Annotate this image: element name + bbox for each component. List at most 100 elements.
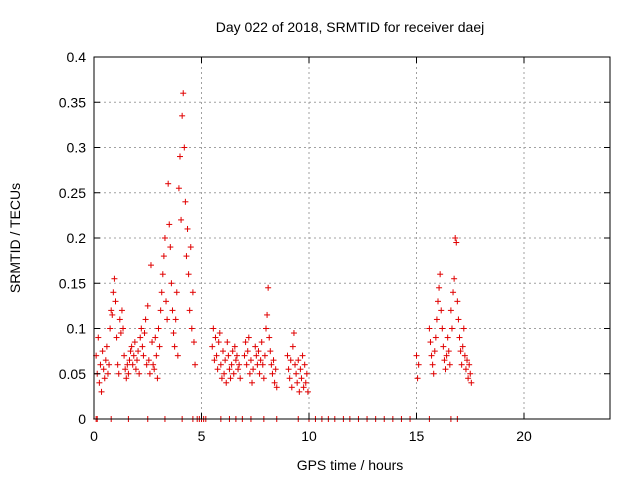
data-point: [115, 370, 122, 377]
data-point: [428, 352, 435, 359]
data-point: [267, 348, 274, 355]
data-point: [155, 325, 162, 332]
data-point: [190, 339, 197, 346]
data-point: [154, 375, 161, 382]
data-point: [218, 375, 225, 382]
data-point: [257, 357, 264, 364]
data-point: [260, 375, 267, 382]
data-point: [131, 339, 138, 346]
data-point: [432, 334, 439, 341]
data-point: [166, 221, 173, 228]
data-point: [444, 334, 451, 341]
y-tick-label: 0.3: [67, 140, 87, 156]
data-points: [93, 90, 475, 422]
data-point: [172, 316, 179, 323]
data-point: [292, 361, 299, 368]
data-point: [459, 343, 466, 350]
data-point: [236, 361, 243, 368]
x-tick-label: 10: [301, 428, 317, 444]
data-point: [437, 271, 444, 278]
data-point: [270, 357, 277, 364]
data-point: [284, 352, 291, 359]
data-point: [161, 235, 168, 241]
data-point: [136, 370, 143, 377]
data-point: [226, 366, 233, 373]
x-tick-label: 0: [90, 428, 98, 444]
data-point: [163, 298, 170, 305]
data-point: [429, 361, 436, 368]
data-point: [96, 379, 103, 386]
data-point: [130, 352, 137, 359]
data-point: [253, 352, 260, 359]
data-point: [106, 361, 113, 368]
data-point: [300, 384, 307, 391]
data-point: [217, 361, 224, 368]
data-point: [426, 325, 433, 332]
data-point: [151, 366, 158, 373]
data-point: [243, 361, 250, 368]
data-point: [128, 343, 135, 350]
data-point: [293, 370, 300, 377]
data-point: [95, 334, 102, 341]
data-point: [177, 153, 183, 160]
data-point: [261, 352, 268, 359]
data-point: [98, 388, 105, 395]
data-point: [439, 325, 446, 332]
grid-lines: [94, 57, 610, 419]
data-point: [441, 357, 448, 364]
data-point: [266, 334, 273, 341]
data-point: [168, 280, 175, 287]
data-point: [139, 343, 146, 350]
data-point: [153, 352, 160, 359]
data-point: [252, 343, 259, 350]
data-point: [157, 307, 164, 314]
data-point: [164, 316, 171, 323]
data-point: [241, 352, 248, 359]
data-point: [250, 366, 257, 373]
data-point: [97, 361, 104, 368]
data-point: [414, 375, 421, 382]
data-point: [457, 348, 464, 355]
chart-title: Day 022 of 2018, SRMTID for receiver dae…: [216, 19, 484, 35]
data-point: [249, 379, 256, 386]
data-point: [186, 307, 193, 314]
data-point: [271, 379, 278, 386]
axis-ticks: 0 0.05 0.1 0.15 0.2 0.25 0.3 0.35 0.4 0 5 10 15 20: [59, 49, 610, 444]
data-point: [144, 302, 151, 309]
data-point: [225, 352, 232, 359]
data-point: [118, 307, 125, 314]
data-point: [431, 348, 438, 355]
data-point: [100, 366, 107, 373]
data-point: [436, 284, 443, 291]
data-point: [462, 366, 469, 373]
data-point: [181, 144, 188, 151]
data-point: [268, 361, 275, 368]
data-point: [112, 298, 119, 305]
y-axis-label: SRMTID / TECUs: [7, 183, 23, 293]
data-point: [244, 348, 251, 355]
data-point: [295, 357, 302, 364]
data-point: [121, 352, 128, 359]
data-point: [138, 325, 145, 332]
data-point: [192, 361, 199, 368]
data-point: [259, 361, 266, 368]
data-point: [227, 375, 234, 382]
data-point: [126, 357, 133, 364]
data-point: [298, 375, 305, 382]
data-point: [245, 334, 252, 341]
data-point: [184, 225, 191, 232]
data-point: [215, 339, 222, 346]
data-point: [435, 298, 441, 305]
data-point: [140, 352, 147, 359]
data-point: [147, 262, 154, 269]
data-point: [460, 325, 467, 332]
data-point: [156, 343, 163, 350]
data-point: [174, 352, 181, 359]
data-point: [108, 307, 115, 314]
data-point: [230, 370, 237, 377]
data-point: [179, 112, 186, 119]
data-point: [134, 357, 140, 364]
data-point: [296, 388, 303, 395]
y-tick-label: 0.25: [59, 185, 86, 201]
